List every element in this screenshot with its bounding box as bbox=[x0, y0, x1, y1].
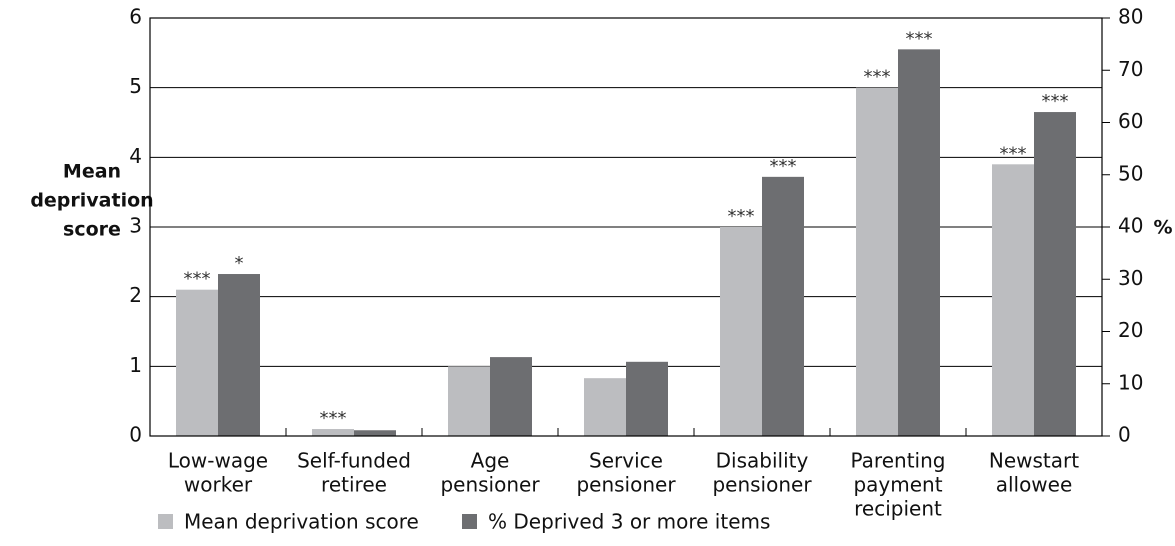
y2-tick-label: 60 bbox=[1118, 109, 1143, 133]
y2-tick-label: 20 bbox=[1118, 318, 1143, 342]
bar bbox=[898, 49, 940, 436]
bar bbox=[354, 430, 396, 436]
bar bbox=[992, 164, 1034, 437]
y-tick-label: 1 bbox=[129, 353, 142, 377]
y-tick-label: 4 bbox=[129, 144, 142, 168]
y-tick-label: 2 bbox=[129, 283, 142, 307]
bar bbox=[762, 176, 804, 436]
bar bbox=[626, 361, 668, 436]
bar bbox=[312, 429, 354, 436]
x-tick-label: recipient bbox=[854, 497, 942, 521]
significance-label: *** bbox=[320, 408, 347, 429]
legend-swatch bbox=[462, 514, 477, 529]
x-tick-label: retiree bbox=[321, 473, 387, 497]
bar bbox=[176, 289, 218, 436]
y-tick-label: 6 bbox=[129, 5, 142, 29]
x-tick-label: pensioner bbox=[712, 473, 812, 497]
x-tick-label: pensioner bbox=[576, 473, 676, 497]
legend-swatch bbox=[158, 514, 173, 529]
legend-label: Mean deprivation score bbox=[184, 510, 419, 534]
y-tick-label: 3 bbox=[129, 214, 142, 238]
bar bbox=[490, 357, 532, 436]
y-tick-label: 5 bbox=[129, 74, 142, 98]
significance-label: * bbox=[235, 253, 244, 274]
y2-tick-label: 80 bbox=[1118, 5, 1143, 29]
y2-axis-title: % bbox=[1153, 217, 1172, 239]
x-tick-label: Self-funded bbox=[297, 449, 411, 473]
y2-tick-label: 50 bbox=[1118, 161, 1143, 185]
x-tick-label: Age bbox=[471, 449, 510, 473]
bar bbox=[1034, 112, 1076, 437]
plot-frame bbox=[149, 17, 1103, 437]
y2-tick-label: 30 bbox=[1118, 266, 1143, 290]
x-tick-label: worker bbox=[184, 473, 253, 497]
significance-label: *** bbox=[728, 206, 755, 227]
y-axis-title-line: score bbox=[63, 219, 121, 241]
y2-tick-label: 10 bbox=[1118, 370, 1143, 394]
x-tick-label: pensioner bbox=[440, 473, 540, 497]
y2-tick-label: 0 bbox=[1118, 423, 1131, 447]
x-tick-label: Newstart bbox=[989, 449, 1079, 473]
bar bbox=[448, 366, 490, 436]
x-tick-label: allowee bbox=[996, 473, 1073, 497]
bar bbox=[218, 274, 260, 436]
significance-label: *** bbox=[1000, 143, 1027, 164]
significance-label: *** bbox=[184, 269, 211, 290]
bar bbox=[720, 227, 762, 436]
y-axis-title-line: deprivation bbox=[30, 190, 153, 212]
x-tick-label: payment bbox=[853, 473, 942, 497]
x-tick-label: Disability bbox=[716, 449, 809, 473]
y-axis-title: Mean deprivation score bbox=[30, 161, 153, 241]
y-tick-label: 0 bbox=[129, 423, 142, 447]
x-tick-label: Low-wage bbox=[168, 449, 268, 473]
x-tick-label: Service bbox=[589, 449, 663, 473]
significance-label: *** bbox=[906, 28, 933, 49]
y2-tick-label: 70 bbox=[1118, 57, 1143, 81]
significance-label: *** bbox=[770, 156, 797, 177]
bar bbox=[584, 378, 626, 436]
bar bbox=[856, 87, 898, 437]
legend-label: % Deprived 3 or more items bbox=[488, 510, 770, 534]
x-tick-label: Parenting bbox=[851, 449, 946, 473]
significance-label: *** bbox=[1042, 91, 1069, 112]
y-axis-title-line: Mean bbox=[63, 161, 121, 183]
y2-tick-label: 40 bbox=[1118, 214, 1143, 238]
significance-label: *** bbox=[864, 67, 891, 88]
